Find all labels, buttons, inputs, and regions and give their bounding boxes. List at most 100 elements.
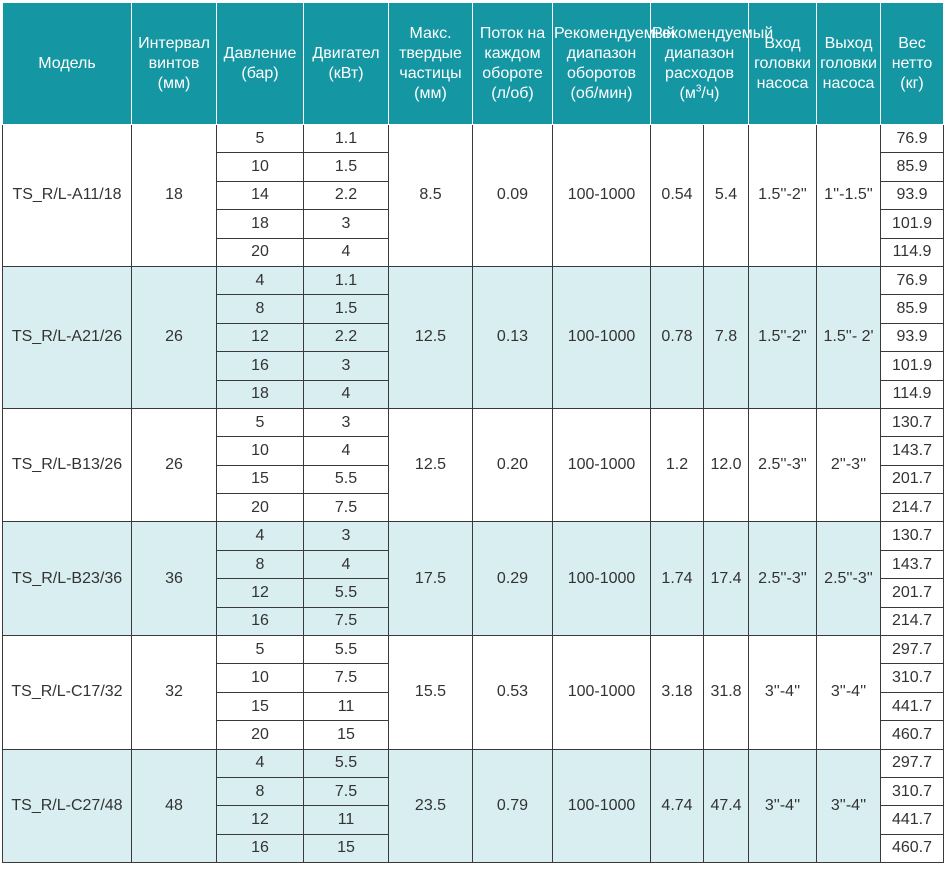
model-cell: TS_R/L-A21/26 [2, 265, 132, 409]
weight-cell: 214.7 [880, 606, 945, 637]
motor-cell: 4 [303, 237, 389, 267]
pressure-cell: 16 [216, 833, 304, 864]
header-row: Модель Интервал винтов (мм) Давление (ба… [2, 2, 945, 125]
motor-cell: 4 [303, 549, 389, 580]
pressure-cell: 12 [216, 322, 304, 353]
model-cell: TS_R/L-A11/18 [2, 124, 132, 267]
table-body: TS_R/L-A11/18 18 5 1.1 8.5 0.09 100-1000 0.54 5.… [2, 123, 945, 864]
solids-cell: 12.5 [388, 407, 473, 523]
flow-min-cell: 0.54 [650, 124, 704, 267]
outlet-cell: 2''-3'' [816, 407, 882, 523]
outlet-cell: 1.5''- 2' [816, 265, 882, 409]
outlet-cell: 3''-4'' [816, 635, 882, 750]
weight-cell: 101.9 [880, 209, 945, 239]
weight-cell: 85.9 [880, 152, 945, 182]
pressure-cell: 20 [216, 237, 304, 267]
header-weight: Вес нетто (кг) [880, 2, 945, 125]
weight-cell: 130.7 [880, 521, 945, 551]
speed-range-cell: 100-1000 [552, 748, 651, 864]
weight-cell: 201.7 [880, 578, 945, 608]
header-motor: Двигател (кВт) [303, 2, 389, 125]
motor-cell: 1.1 [303, 265, 389, 296]
motor-cell: 5.5 [303, 578, 389, 608]
header-speed-range: Рекомендуемый диапазон оборотов (об/мин) [552, 2, 675, 125]
speed-range-cell: 100-1000 [552, 407, 651, 523]
weight-cell: 143.7 [880, 549, 945, 580]
model-cell: TS_R/L-B13/26 [2, 407, 132, 523]
flow-min-cell: 1.2 [650, 407, 704, 523]
header-solids: Макс. твердые частицы (мм) [388, 2, 473, 125]
pitch-cell: 36 [131, 521, 217, 637]
weight-cell: 297.7 [880, 748, 945, 778]
flow-per-rev-cell: 0.13 [472, 265, 553, 409]
motor-cell: 4 [303, 379, 389, 409]
table-row: TS_R/L-A21/26 26 4 1.1 12.5 0.13 100-1000 0.78 7… [2, 265, 945, 409]
table-row: 20 4 114.9 [3, 237, 945, 267]
pressure-cell: 8 [216, 294, 304, 324]
table-row: 8 4 143.7 [3, 549, 945, 580]
motor-cell: 7.5 [303, 663, 389, 693]
pressure-cell: 10 [216, 436, 304, 466]
table-row: TS_R/L-C27/48 48 4 5.5 23.5 0.79 100-1000 4.74 4… [2, 748, 945, 864]
table-row: TS_R/L-C17/32 32 5 5.5 15.5 0.53 100-1000 3.18 3… [2, 635, 945, 750]
header-flow-per-rev: Поток на каждом обороте (л/об) [472, 2, 553, 125]
header-flow-range: Рекомендуемый диапазон расходов (м3/ч) [649, 2, 773, 125]
speed-range-cell: 100-1000 [552, 521, 651, 637]
motor-cell: 3 [303, 351, 389, 381]
pressure-cell: 18 [216, 209, 304, 239]
pressure-cell: 20 [216, 493, 304, 523]
header-flow-range-sup: 3 [695, 83, 702, 95]
model-cell: TS_R/L-C27/48 [2, 748, 132, 864]
table-row: 15 5.5 201.7 [3, 464, 945, 495]
table-row: 15 11 441.7 [3, 691, 945, 722]
inlet-cell: 2.5''-3'' [748, 521, 818, 637]
outlet-cell: 3''-4'' [816, 748, 882, 864]
table-row: 10 4 143.7 [3, 436, 945, 466]
pressure-cell: 12 [216, 578, 304, 608]
inlet-cell: 2.5''-3'' [748, 407, 818, 523]
table-row: 20 7.5 214.7 [3, 493, 945, 523]
motor-cell: 1.5 [303, 152, 389, 182]
header-model: Модель [2, 2, 132, 125]
outlet-cell: 2.5''-3'' [816, 521, 882, 637]
weight-cell: 93.9 [880, 322, 945, 353]
solids-cell: 23.5 [388, 748, 473, 864]
inlet-cell: 1.5''-2'' [748, 265, 818, 409]
weight-cell: 310.7 [880, 663, 945, 693]
weight-cell: 441.7 [880, 691, 945, 722]
model-cell: TS_R/L-C17/32 [2, 635, 132, 750]
motor-cell: 2.2 [303, 322, 389, 353]
weight-cell: 76.9 [880, 123, 945, 154]
weight-cell: 114.9 [880, 379, 945, 409]
pressure-cell: 8 [216, 549, 304, 580]
flow-per-rev-cell: 0.79 [472, 748, 553, 864]
pressure-cell: 18 [216, 379, 304, 409]
table-row: 12 5.5 201.7 [3, 578, 945, 608]
pitch-cell: 48 [131, 748, 217, 864]
motor-cell: 3 [303, 521, 389, 551]
flow-min-cell: 3.18 [650, 635, 704, 750]
weight-cell: 93.9 [880, 180, 945, 211]
pressure-cell: 4 [216, 265, 304, 296]
motor-cell: 7.5 [303, 606, 389, 637]
weight-cell: 114.9 [880, 237, 945, 267]
flow-per-rev-cell: 0.09 [472, 124, 553, 267]
motor-cell: 1.1 [303, 123, 389, 154]
pressure-cell: 4 [216, 748, 304, 778]
motor-cell: 15 [303, 833, 389, 864]
flow-min-cell: 0.78 [650, 265, 704, 409]
header-flow-range-text: Рекомендуемый диапазон расходов (м [652, 24, 774, 102]
pitch-cell: 18 [131, 124, 217, 267]
inlet-cell: 3''-4'' [748, 748, 818, 864]
solids-cell: 12.5 [388, 265, 473, 409]
motor-cell: 5.5 [303, 635, 389, 665]
motor-cell: 11 [303, 805, 389, 835]
weight-cell: 130.7 [880, 407, 945, 438]
inlet-cell: 1.5''-2'' [748, 124, 818, 267]
weight-cell: 85.9 [880, 294, 945, 324]
pressure-cell: 15 [216, 464, 304, 495]
motor-cell: 7.5 [303, 776, 389, 807]
weight-cell: 460.7 [880, 720, 945, 750]
pressure-cell: 15 [216, 691, 304, 722]
